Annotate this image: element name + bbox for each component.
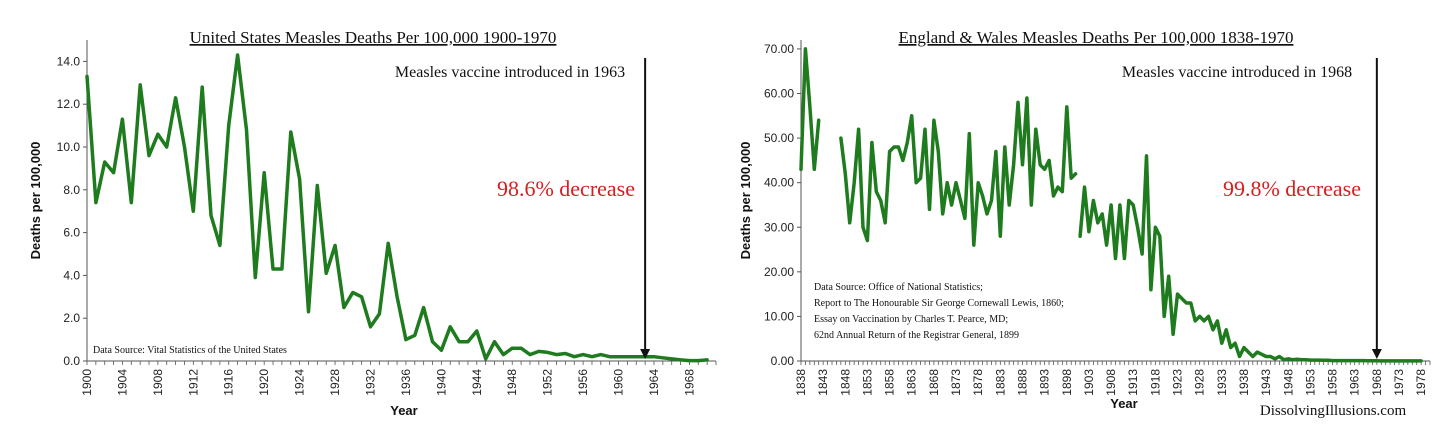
x-tick-label: 1928: [328, 369, 342, 396]
series-line: [85, 53, 709, 363]
y-axis-label: Deaths per 100,000: [28, 142, 43, 260]
x-tick-label: 1878: [971, 369, 985, 396]
decrease-annotation: 98.6% decrease: [497, 176, 635, 201]
x-tick-label: 1952: [541, 369, 555, 396]
source-note-line: Data Source: Vital Statistics of the Uni…: [93, 345, 287, 356]
y-tick-label: 60.00: [764, 87, 794, 101]
vaccine-arrow-head: [1371, 349, 1382, 359]
x-tick-label: 1843: [816, 369, 830, 396]
y-tick-label: 12.0: [57, 97, 81, 111]
x-tick-label: 1963: [1348, 369, 1362, 396]
decrease-annotation: 99.8% decrease: [1223, 176, 1361, 201]
series-line: [1078, 154, 1423, 363]
chart-title: England & Wales Measles Deaths Per 100,0…: [899, 28, 1294, 47]
x-tick-label: 1958: [1326, 369, 1340, 396]
watermark-text: DissolvingIllusions.com: [1260, 403, 1407, 419]
y-tick-label: 50.00: [764, 131, 794, 145]
chart-title: United States Measles Deaths Per 100,000…: [190, 28, 557, 47]
series-line: [839, 96, 1078, 247]
x-tick-label: 1948: [1281, 369, 1295, 396]
x-tick-label: 1853: [860, 369, 874, 396]
x-tick-label: 1956: [576, 369, 590, 396]
chart-2: 0.00 10.00 20.00 30.00 40.00 50.00 60.00 70.00 1…: [738, 28, 1431, 419]
y-tick-label: 4.0: [63, 268, 80, 282]
source-note-line: Essay on Vaccination by Charles T. Pearc…: [814, 314, 1008, 325]
x-tick-label: 1868: [927, 369, 941, 396]
y-tick-label: 20.00: [764, 265, 794, 279]
y-tick-label: 10.00: [764, 309, 794, 323]
y-tick-label: 0.00: [771, 354, 795, 368]
x-tick-label: 1912: [186, 369, 200, 396]
source-note-line: Report to The Honourable Sir George Corn…: [814, 298, 1064, 309]
vaccine-arrow-head: [640, 349, 651, 359]
source-note-line: 62nd Annual Return of the Registrar Gene…: [814, 330, 1019, 341]
vaccine-annotation: Measles vaccine introduced in 1963: [395, 64, 625, 81]
y-tick-label: 2.0: [63, 311, 80, 325]
x-tick-label: 1932: [363, 369, 377, 396]
x-tick-label: 1883: [993, 369, 1007, 396]
x-tick-label: 1888: [1015, 369, 1029, 396]
x-tick-label: 1893: [1038, 369, 1052, 396]
x-tick-label: 1900: [80, 369, 94, 396]
x-tick-label: 1898: [1060, 369, 1074, 396]
x-tick-label: 1908: [151, 369, 165, 396]
x-tick-label: 1933: [1215, 369, 1229, 396]
x-tick-label: 1923: [1171, 369, 1185, 396]
x-axis-label: Year: [390, 403, 417, 418]
y-tick-label: 14.0: [57, 54, 81, 68]
x-tick-label: 1873: [949, 369, 963, 396]
x-tick-label: 1858: [883, 369, 897, 396]
x-tick-label: 1953: [1303, 369, 1317, 396]
x-tick-label: 1924: [293, 369, 307, 396]
x-tick-label: 1928: [1193, 369, 1207, 396]
x-tick-label: 1908: [1104, 369, 1118, 396]
x-tick-label: 1913: [1126, 369, 1140, 396]
x-tick-label: 1863: [905, 369, 919, 396]
x-tick-label: 1920: [257, 369, 271, 396]
y-tick-label: 0.0: [63, 354, 80, 368]
x-tick-label: 1968: [1370, 369, 1384, 396]
x-tick-label: 1904: [115, 369, 129, 396]
x-tick-label: 1973: [1392, 369, 1406, 396]
vaccine-annotation: Measles vaccine introduced in 1968: [1122, 64, 1352, 81]
x-tick-label: 1936: [399, 369, 413, 396]
x-tick-label: 1940: [434, 369, 448, 396]
x-tick-label: 1960: [612, 369, 626, 396]
x-tick-label: 1978: [1414, 369, 1428, 396]
source-note-line: Data Source: Office of National Statisti…: [814, 282, 983, 293]
x-axis-label: Year: [1110, 396, 1137, 411]
x-tick-label: 1918: [1148, 369, 1162, 396]
x-tick-label: 1943: [1259, 369, 1273, 396]
y-tick-label: 40.00: [764, 176, 794, 190]
y-tick-label: 8.0: [63, 183, 80, 197]
x-tick-label: 1903: [1082, 369, 1096, 396]
x-tick-label: 1948: [505, 369, 519, 396]
x-tick-label: 1944: [470, 369, 484, 396]
x-tick-label: 1838: [794, 369, 808, 396]
x-tick-label: 1848: [838, 369, 852, 396]
y-tick-label: 70.00: [764, 42, 794, 56]
y-axis-label: Deaths per 100,000: [738, 142, 753, 260]
y-tick-label: 30.00: [764, 220, 794, 234]
x-tick-label: 1968: [682, 369, 696, 396]
y-tick-label: 10.0: [57, 140, 81, 154]
y-tick-label: 6.0: [63, 226, 80, 240]
chart-1: 0.0 2.0 4.0 6.0 8.0 10.0 12.0 14.0 1900 1904 1908 1…: [28, 28, 717, 418]
series-line: [799, 47, 821, 172]
x-tick-label: 1964: [647, 369, 661, 396]
x-tick-label: 1938: [1237, 369, 1251, 396]
x-tick-label: 1916: [222, 369, 236, 396]
